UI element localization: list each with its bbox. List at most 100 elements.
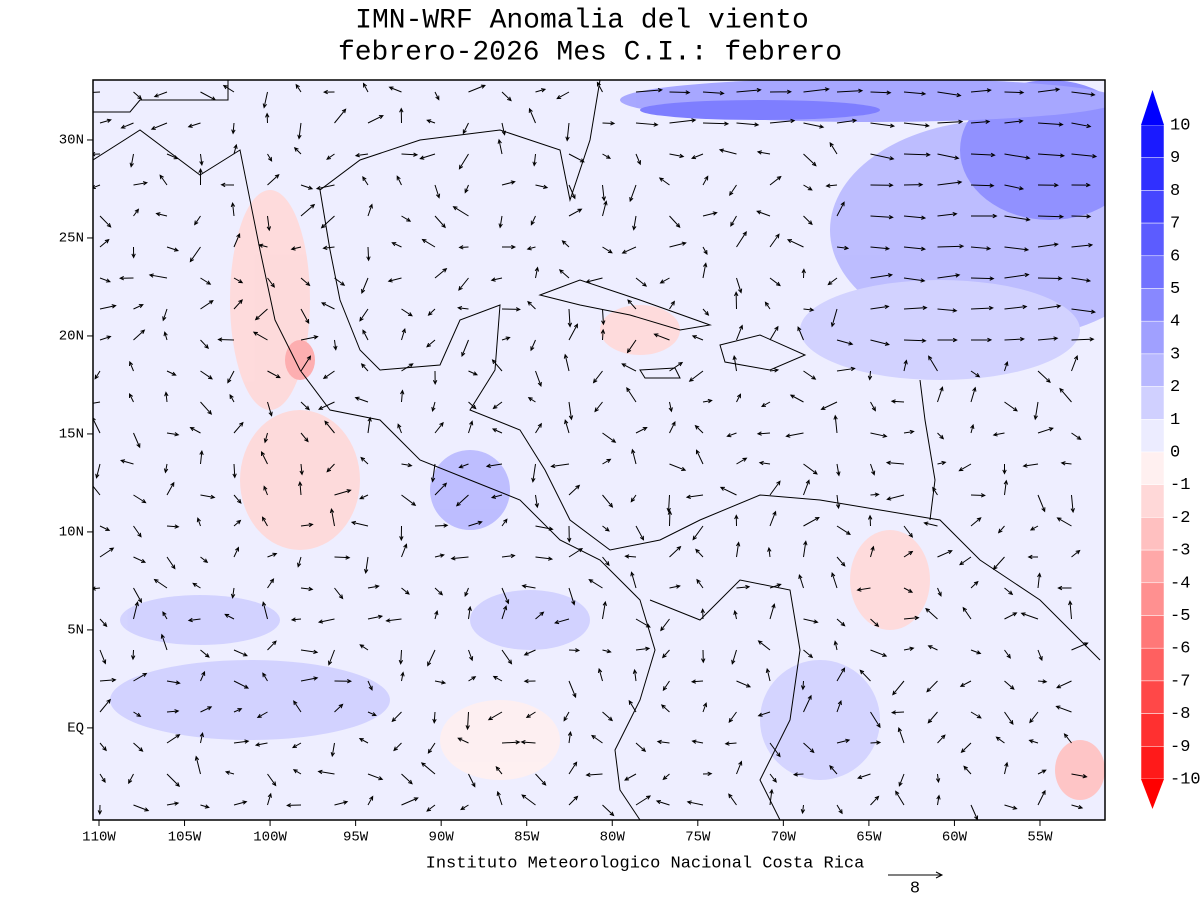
wind-arrow bbox=[836, 201, 845, 217]
wind-arrow bbox=[200, 494, 216, 500]
wind-arrow bbox=[960, 742, 972, 754]
colorbar-box bbox=[1140, 451, 1165, 485]
wind-arrow bbox=[702, 398, 713, 404]
wind-arrow bbox=[233, 143, 238, 155]
wind-arrow bbox=[833, 414, 838, 434]
colorbar-box bbox=[1140, 419, 1165, 453]
wind-arrow bbox=[199, 732, 205, 744]
wind-arrow bbox=[457, 737, 469, 744]
colorbar-label: -8 bbox=[1170, 705, 1190, 724]
wind-arrow bbox=[133, 208, 140, 217]
wind-arrow bbox=[531, 463, 536, 483]
wind-arrow bbox=[258, 243, 268, 248]
wind-arrow bbox=[159, 174, 168, 186]
wind-arrow bbox=[99, 649, 107, 665]
wind-arrow bbox=[99, 547, 115, 558]
wind-arrow bbox=[803, 307, 815, 312]
wind-arrow bbox=[1068, 600, 1073, 620]
wind-arrow bbox=[1056, 517, 1072, 527]
wind-arrow bbox=[360, 363, 369, 372]
x-tick-label: 75W bbox=[685, 830, 711, 846]
wind-arrow bbox=[735, 541, 741, 558]
wind-arrow bbox=[1037, 214, 1065, 219]
x-tick-label: 80W bbox=[600, 830, 626, 846]
wind-arrow bbox=[530, 215, 536, 226]
wind-arrow bbox=[199, 449, 204, 465]
wind-arrow bbox=[434, 553, 445, 558]
wind-arrow bbox=[492, 401, 503, 410]
wind-arrow bbox=[501, 336, 511, 341]
wind-arrow bbox=[120, 459, 134, 465]
wind-arrow bbox=[695, 548, 704, 558]
wind-arrow bbox=[903, 215, 927, 220]
wind-arrow bbox=[568, 208, 583, 217]
wind-arrow bbox=[133, 525, 142, 538]
colorbar-box bbox=[1140, 615, 1165, 649]
wind-arrow bbox=[299, 463, 304, 476]
wind-arrow bbox=[769, 89, 792, 95]
wind-arrow bbox=[300, 335, 319, 341]
wind-arrow bbox=[803, 463, 818, 475]
wind-arrow bbox=[602, 458, 612, 465]
wind-arrow bbox=[769, 742, 781, 758]
wind-arrow bbox=[426, 804, 436, 812]
wind-arrow bbox=[803, 540, 808, 558]
wind-arrow bbox=[925, 607, 938, 620]
wind-arrow bbox=[99, 238, 110, 248]
wind-arrow bbox=[870, 273, 893, 279]
wind-arrow bbox=[591, 734, 603, 744]
wind-arrow bbox=[129, 153, 134, 168]
wind-arrow bbox=[635, 742, 647, 752]
wind-arrow bbox=[803, 184, 813, 191]
wind-arrow bbox=[292, 769, 302, 775]
wind-arrow bbox=[932, 486, 938, 496]
wind-arrow bbox=[558, 269, 570, 279]
wind-arrow bbox=[133, 181, 148, 186]
wind-arrow bbox=[568, 761, 578, 775]
wind-arrow bbox=[200, 706, 213, 713]
y-tick-label: 25N bbox=[59, 231, 84, 247]
wind-arrow bbox=[97, 804, 103, 816]
wind-arrow bbox=[535, 611, 545, 620]
wind-arrow bbox=[1071, 122, 1092, 129]
wind-arrow bbox=[758, 460, 771, 466]
wind-arrow bbox=[267, 578, 275, 589]
wind-arrow bbox=[233, 232, 241, 248]
wind-arrow bbox=[769, 325, 779, 341]
wind-arrow bbox=[520, 740, 536, 745]
wind-arrow bbox=[1037, 242, 1059, 248]
wind-arrow bbox=[99, 304, 117, 310]
wind-arrow bbox=[266, 215, 272, 232]
wind-arrow bbox=[189, 426, 201, 434]
wind-arrow bbox=[166, 773, 181, 787]
wind-arrow bbox=[187, 617, 201, 623]
wind-arrow bbox=[1037, 304, 1062, 310]
wind-arrow bbox=[733, 609, 738, 620]
wind-arrow bbox=[300, 277, 311, 287]
wind-arrow bbox=[890, 399, 905, 404]
wind-arrow bbox=[434, 267, 448, 279]
wind-arrow bbox=[452, 206, 469, 217]
wind-arrow bbox=[468, 520, 483, 527]
colorbar-label: 2 bbox=[1170, 378, 1180, 397]
wind-arrow bbox=[222, 84, 235, 93]
wind-arrow bbox=[217, 337, 235, 342]
colorbar-box bbox=[1140, 386, 1165, 420]
wind-arrow bbox=[233, 739, 250, 744]
wind-arrow bbox=[1004, 336, 1025, 342]
wind-arrow bbox=[836, 118, 858, 124]
wind-arrow bbox=[267, 640, 277, 651]
wind-arrow bbox=[792, 772, 804, 777]
wind-arrow bbox=[434, 421, 444, 434]
wind-arrow bbox=[836, 556, 846, 567]
wind-arrow bbox=[334, 587, 344, 600]
wind-arrow bbox=[166, 481, 175, 496]
wind-arrow bbox=[1063, 733, 1072, 744]
wind-arrow bbox=[857, 773, 871, 780]
wind-arrow bbox=[455, 494, 469, 507]
wind-arrow bbox=[297, 122, 302, 140]
wind-arrow bbox=[836, 463, 841, 477]
wind-arrow bbox=[628, 699, 637, 713]
wind-arrow bbox=[1004, 272, 1030, 279]
